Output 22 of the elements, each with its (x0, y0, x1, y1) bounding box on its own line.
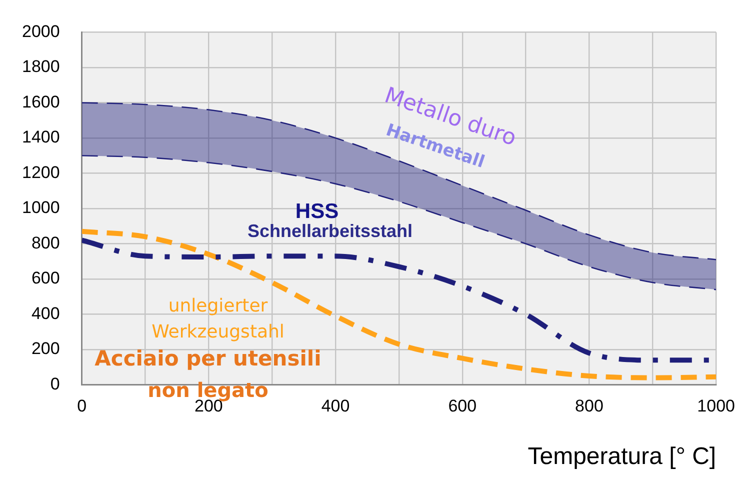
y-tick-label: 1600 (22, 92, 60, 112)
annotation: Schnellarbeitsstahl (247, 220, 413, 241)
y-tick-label: 1000 (22, 198, 60, 218)
annotation: unlegierter (168, 296, 268, 317)
y-tick-label: 2000 (22, 22, 60, 41)
y-tick-label: 1800 (22, 57, 60, 76)
x-axis-title: Temperatura [° C] (528, 443, 716, 470)
annotation: HSS (295, 200, 339, 223)
annotation: Acciaio per utensili (94, 346, 322, 370)
y-tick-label: 200 (31, 339, 60, 358)
y-tick-label: 1400 (22, 128, 60, 147)
x-tick-label: 800 (575, 396, 604, 416)
x-tick-label: 1000 (697, 396, 736, 416)
y-tick-label: 400 (31, 304, 60, 323)
y-tick-label: 800 (31, 233, 60, 252)
y-tick-label: 0 (50, 374, 60, 394)
x-tick-label: 0 (77, 396, 87, 416)
annotation: Werkzeugstahl (152, 322, 284, 343)
x-tick-label: 400 (321, 396, 350, 416)
y-tick-label: 1200 (22, 162, 60, 182)
y-tick-label: 600 (31, 268, 60, 288)
x-tick-label: 600 (448, 396, 477, 416)
